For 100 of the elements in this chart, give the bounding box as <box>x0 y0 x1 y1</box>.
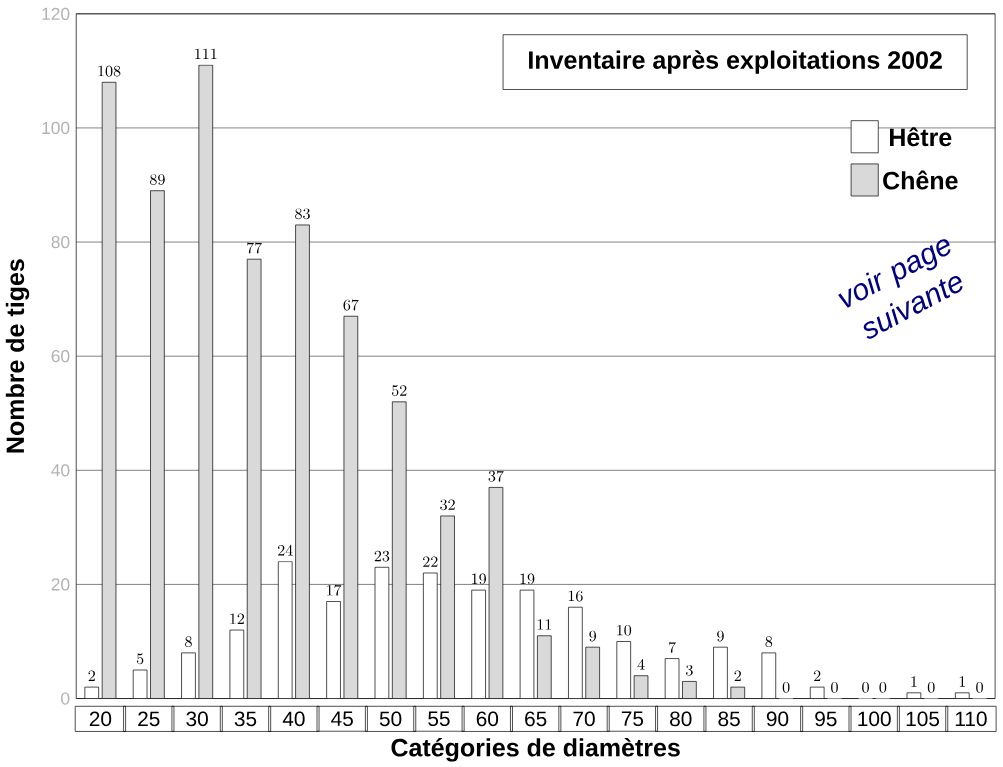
data-label: 83 <box>295 208 310 219</box>
bar <box>229 629 245 699</box>
y-tick-label: 60 <box>51 349 70 363</box>
data-label: 0 <box>879 681 887 693</box>
x-tick-label: 25 <box>138 711 160 727</box>
x-tick-label: 75 <box>621 711 644 726</box>
data-label: 10 <box>617 624 632 636</box>
bar <box>682 680 697 699</box>
x-tick-label: 45 <box>331 711 353 726</box>
x-tick-label: 95 <box>815 711 837 727</box>
bar <box>295 224 310 699</box>
bar <box>488 486 504 699</box>
bar <box>391 401 407 699</box>
data-label: 1 <box>911 676 917 687</box>
bar <box>423 572 438 699</box>
x-tick-label: 65 <box>525 711 547 727</box>
data-label: 8 <box>185 636 192 647</box>
bar <box>326 601 341 699</box>
bar <box>181 652 196 699</box>
y-tick-label: 100 <box>42 121 70 134</box>
data-label: 8 <box>765 636 773 647</box>
bar <box>664 658 680 699</box>
data-label: 52 <box>391 385 407 396</box>
y-tick-label: 20 <box>51 578 70 591</box>
data-label: 23 <box>374 550 390 562</box>
x-tick-label: 110 <box>955 711 987 727</box>
x-tick-label: 70 <box>573 711 595 727</box>
x-tick-label: 50 <box>379 711 402 727</box>
bar <box>132 669 148 699</box>
data-label: 77 <box>247 242 262 254</box>
data-label: 32 <box>440 499 455 510</box>
bar <box>198 64 214 699</box>
bar <box>537 635 552 699</box>
bar <box>374 566 390 699</box>
bar <box>246 258 262 699</box>
data-label: 9 <box>589 630 597 642</box>
data-label: 3 <box>686 664 693 676</box>
bar <box>84 686 100 699</box>
x-tick-label: 55 <box>428 711 450 726</box>
data-label: 9 <box>717 630 724 642</box>
data-label: 11 <box>537 619 552 630</box>
text: Inventaire après exploitations 2002 <box>529 50 942 74</box>
data-label: 2 <box>813 670 821 681</box>
x-tick-label: 30 <box>186 711 208 727</box>
bar <box>343 315 359 699</box>
bar <box>761 652 777 699</box>
data-label: 67 <box>343 299 359 311</box>
y-tick-label: 120 <box>42 7 70 20</box>
bar <box>277 561 293 699</box>
data-label: 5 <box>136 653 144 665</box>
bar <box>633 675 649 699</box>
x-tick-label: 105 <box>906 711 940 727</box>
data-label: 7 <box>668 641 676 653</box>
x-tick-label: 85 <box>718 711 740 727</box>
x-tick-label: 100 <box>858 711 891 727</box>
y-tick-label: 80 <box>51 235 70 249</box>
data-label: 2 <box>734 670 741 681</box>
data-label: 89 <box>150 174 165 185</box>
data-label: 17 <box>326 584 342 596</box>
legend-label: Chêne <box>883 170 958 190</box>
bar <box>519 589 535 699</box>
x-tick-label: 20 <box>89 711 112 727</box>
y-axis-title: Nombre de tiges <box>5 259 30 453</box>
data-label: 19 <box>472 573 486 585</box>
data-label: 108 <box>98 65 121 77</box>
data-label: 111 <box>195 48 217 59</box>
y-tick-label: 40 <box>51 463 70 477</box>
x-axis-title: Catégories de diamètres <box>391 737 680 762</box>
data-label: 24 <box>277 544 293 556</box>
x-tick-label: 90 <box>766 711 789 727</box>
data-label: 0 <box>831 681 838 693</box>
data-label: 0 <box>927 681 935 693</box>
legend-label: Hêtre <box>890 127 952 147</box>
bar <box>101 81 117 699</box>
bar <box>440 515 455 699</box>
bar <box>616 640 631 699</box>
data-label: 12 <box>230 613 245 624</box>
x-tick-label: 35 <box>234 711 257 727</box>
x-tick-label: 80 <box>670 711 692 727</box>
bar <box>809 686 825 699</box>
data-label: 19 <box>520 573 535 585</box>
data-label: 16 <box>568 590 583 602</box>
y-tick-label: 0 <box>61 692 70 705</box>
data-label: 0 <box>862 681 869 693</box>
x-tick-label: 40 <box>282 711 305 727</box>
bar <box>713 646 728 699</box>
x-tick-label: 60 <box>476 711 499 727</box>
bar <box>471 589 486 699</box>
data-label: 1 <box>959 676 966 687</box>
data-label: 0 <box>976 681 983 693</box>
data-label: 37 <box>488 470 504 482</box>
data-label: 22 <box>423 556 438 567</box>
data-label: 2 <box>88 670 95 681</box>
bar <box>730 686 746 699</box>
bar <box>906 692 922 699</box>
data-label: 4 <box>637 658 645 670</box>
bar <box>955 692 970 699</box>
bar <box>150 190 165 699</box>
data-label: 0 <box>782 681 790 693</box>
bar <box>585 646 600 699</box>
